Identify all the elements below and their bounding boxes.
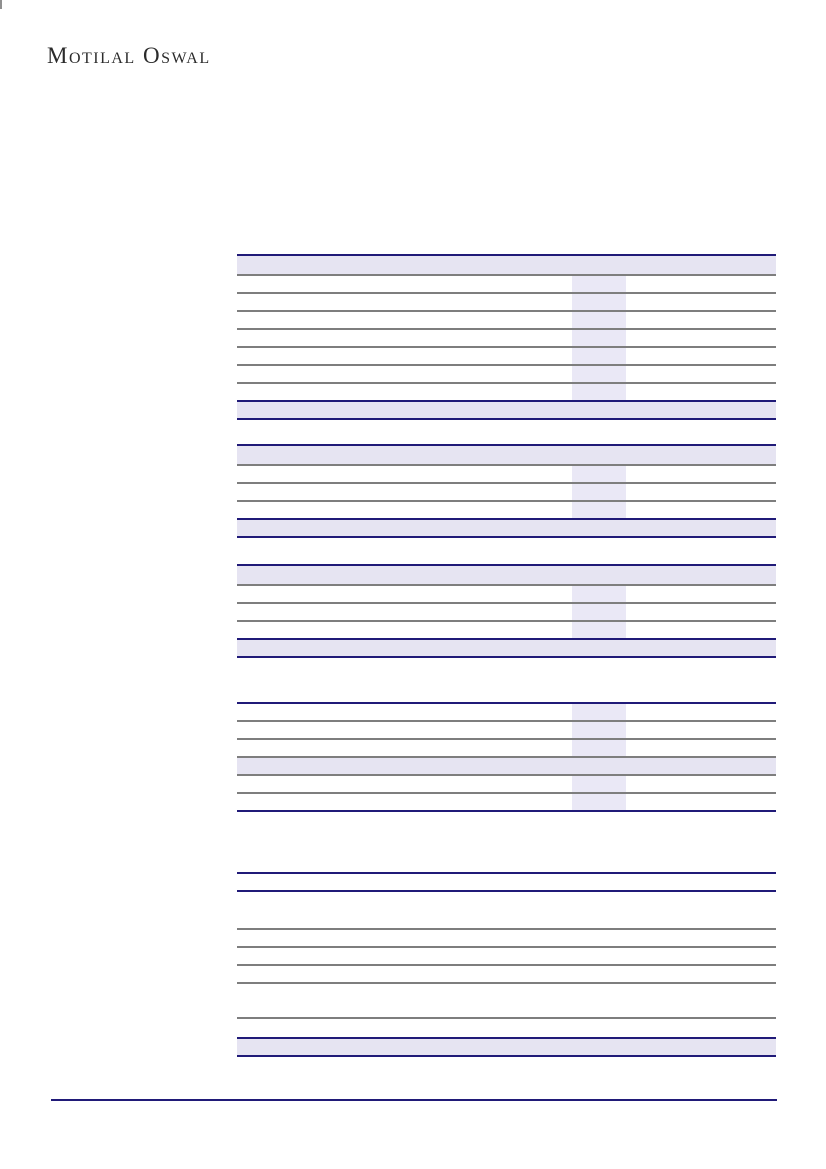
table-row [237, 366, 776, 384]
table-row [237, 704, 776, 722]
table-row [237, 384, 776, 402]
table-summary-row [237, 402, 776, 420]
table-row [237, 312, 776, 330]
table-row [237, 484, 776, 502]
table-row [237, 740, 776, 758]
table-row [237, 604, 776, 622]
table-row [237, 586, 776, 604]
table-row [237, 502, 776, 520]
table-header-row [237, 446, 776, 466]
table-row [237, 722, 776, 740]
highlight-column-band [572, 276, 626, 400]
table-row [237, 948, 776, 966]
table-row [237, 874, 776, 892]
table-row [237, 294, 776, 312]
table-5 [237, 872, 776, 1057]
table-2 [237, 444, 776, 538]
table-summary-row [237, 1039, 776, 1057]
table-row [237, 466, 776, 484]
table-header-row [237, 566, 776, 586]
table-row [237, 330, 776, 348]
table-row [237, 892, 776, 930]
table-row [237, 1019, 776, 1039]
table-row [237, 984, 776, 1019]
table-row [237, 966, 776, 984]
table-row [237, 776, 776, 794]
table-row [237, 794, 776, 812]
brand-logo: Motilal Oswal [47, 43, 211, 68]
table-band-row [237, 758, 776, 776]
table-row [237, 348, 776, 366]
table-row [237, 930, 776, 948]
highlight-column-band [572, 466, 626, 520]
table-summary-row [237, 640, 776, 658]
table-1 [237, 254, 776, 420]
table-4 [237, 702, 776, 812]
page-footer-rule [51, 1099, 777, 1101]
table-header-row [237, 256, 776, 276]
table-row [237, 276, 776, 294]
table-summary-row [237, 520, 776, 538]
highlight-column-band [572, 586, 626, 640]
table-3 [237, 564, 776, 658]
table-row [237, 622, 776, 640]
scan-artifact [0, 0, 2, 9]
